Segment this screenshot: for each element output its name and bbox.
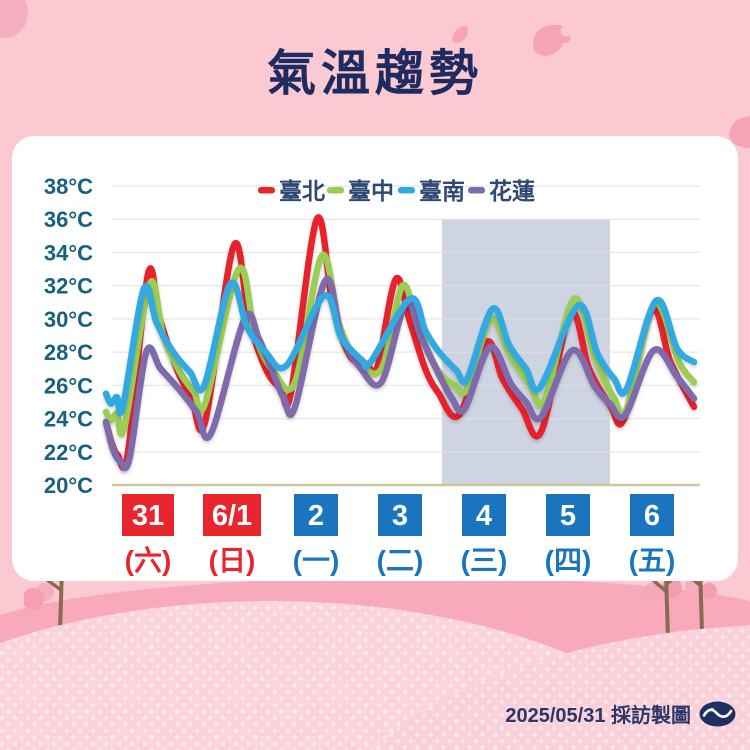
- cwa-logo-icon: [699, 701, 736, 726]
- x-axis-day-6: 6 (五): [629, 494, 676, 576]
- corner-petal-icon: [0, 0, 28, 38]
- legend-item-taichung: 臺中: [327, 178, 394, 204]
- weekday-label-1: (日): [209, 545, 256, 576]
- date-label-1: 6/1: [212, 500, 252, 532]
- series-line-hualien: [102, 275, 698, 472]
- date-box-2: [294, 494, 338, 536]
- chart-card: 38°C 36°C 34°C 32°C 30°C 28°C 26°C 24°C 22°C 20°C…: [12, 136, 738, 581]
- y-axis-label-30: 30°C: [44, 307, 93, 332]
- date-label-5: 5: [560, 500, 576, 532]
- legend-item-tainan: 臺南: [398, 178, 465, 204]
- legend-label-taichung: 臺中: [348, 178, 394, 204]
- y-axis-label-28: 28°C: [44, 340, 93, 365]
- y-axis-label-26: 26°C: [44, 373, 93, 398]
- date-label-4: 4: [476, 500, 492, 532]
- y-axis-label-24: 24°C: [44, 407, 93, 432]
- credit-text: 2025/05/31 採訪製圖: [505, 705, 691, 727]
- date-box-1: [203, 494, 261, 536]
- date-box-5: [546, 494, 590, 536]
- weekday-label-5: (四): [545, 545, 592, 576]
- x-axis-day-5: 5 (四): [545, 494, 592, 576]
- x-axis-day-3: 3 (二): [377, 494, 424, 576]
- y-axis-label-38: 38°C: [44, 174, 93, 199]
- credit: 2025/05/31 採訪製圖: [505, 699, 736, 728]
- weekday-label-4: (三): [461, 545, 508, 576]
- x-axis-day-1: 6/1 (日): [203, 494, 261, 576]
- date-box-6: [630, 494, 674, 536]
- series-line-tainan: [102, 279, 698, 417]
- weekday-label-3: (二): [377, 545, 424, 576]
- weekday-label-2: (一): [293, 545, 340, 576]
- legend-label-hualien: 花蓮: [489, 178, 535, 204]
- weekday-label-0: (六): [125, 545, 172, 576]
- y-axis-label-32: 32°C: [44, 274, 93, 299]
- x-axis-day-0: 31 (六): [122, 494, 174, 576]
- legend-swatch-taipei: [258, 187, 275, 194]
- legend-label-taipei: 臺北: [279, 178, 325, 204]
- date-box-4: [462, 494, 506, 536]
- y-axis-label-20: 20°C: [44, 473, 93, 498]
- weekday-label-6: (五): [629, 545, 676, 576]
- x-axis-day-4: 4 (三): [461, 494, 508, 576]
- date-box-3: [378, 494, 422, 536]
- y-axis-label-36: 36°C: [44, 207, 93, 232]
- legend-label-tainan: 臺南: [419, 178, 465, 204]
- date-label-0: 31: [132, 500, 164, 532]
- x-axis-day-2: 2 (一): [293, 494, 340, 576]
- legend-swatch-taichung: [327, 187, 344, 194]
- date-box-0: [122, 494, 174, 536]
- legend-swatch-tainan: [398, 187, 415, 194]
- y-axis-label-22: 22°C: [44, 440, 93, 465]
- date-label-6: 6: [644, 500, 660, 532]
- legend-item-hualien: 花蓮: [468, 178, 535, 204]
- page-title: 氣溫趨勢: [266, 47, 483, 101]
- y-axis-label-34: 34°C: [44, 240, 93, 265]
- date-label-2: 2: [308, 500, 324, 532]
- date-label-3: 3: [392, 500, 408, 532]
- legend-item-taipei: 臺北: [258, 178, 325, 204]
- temperature-chart: 38°C 36°C 34°C 32°C 30°C 28°C 26°C 24°C 22°C 20°C…: [44, 174, 700, 576]
- legend-swatch-hualien: [468, 187, 485, 194]
